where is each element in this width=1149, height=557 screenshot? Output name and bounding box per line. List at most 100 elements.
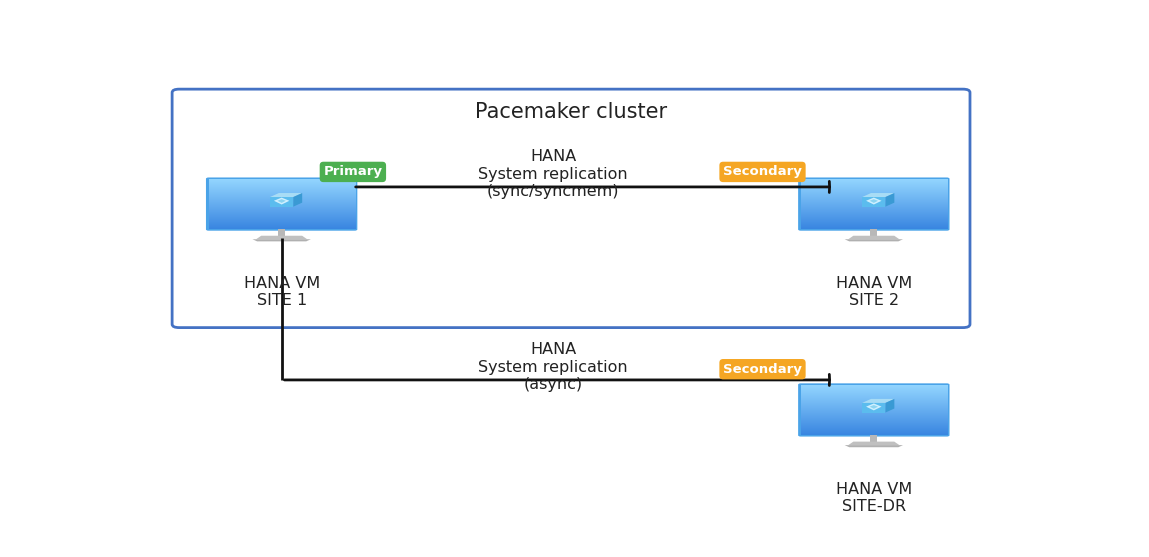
Polygon shape — [845, 445, 903, 447]
Bar — [209, 227, 355, 229]
Bar — [801, 227, 947, 229]
Bar — [209, 226, 355, 228]
Bar — [209, 226, 355, 228]
FancyBboxPatch shape — [172, 89, 970, 328]
Bar — [801, 227, 947, 229]
Bar — [801, 433, 947, 435]
Polygon shape — [293, 193, 302, 207]
Bar — [278, 229, 285, 236]
Bar — [801, 227, 947, 229]
Bar — [209, 226, 355, 228]
Polygon shape — [886, 399, 894, 413]
Bar — [801, 432, 947, 434]
Bar — [209, 226, 355, 228]
Polygon shape — [862, 197, 886, 207]
Bar — [209, 226, 355, 228]
Bar — [801, 433, 947, 435]
Text: HANA
System replication
(async): HANA System replication (async) — [478, 342, 629, 392]
Bar — [801, 226, 947, 228]
Bar — [801, 226, 947, 228]
Bar — [801, 432, 947, 434]
Bar — [209, 226, 355, 228]
Bar — [801, 226, 947, 228]
Bar — [801, 227, 947, 229]
Bar — [209, 227, 355, 229]
Bar — [801, 227, 947, 229]
Bar — [801, 432, 947, 434]
Bar — [209, 226, 355, 228]
Bar — [801, 226, 947, 228]
Bar — [801, 226, 947, 228]
Bar — [801, 227, 947, 229]
Bar — [801, 227, 947, 228]
Bar — [209, 226, 355, 228]
Bar — [801, 432, 947, 434]
Bar — [801, 432, 947, 434]
Bar — [801, 227, 947, 229]
Bar — [801, 433, 947, 434]
Bar — [209, 227, 355, 229]
Polygon shape — [848, 442, 900, 445]
Bar — [801, 227, 947, 229]
Bar — [801, 226, 947, 228]
Polygon shape — [848, 236, 900, 240]
Bar — [209, 227, 355, 229]
Bar — [209, 226, 355, 228]
Polygon shape — [256, 236, 307, 240]
Bar — [801, 432, 947, 434]
Polygon shape — [845, 240, 903, 241]
Text: Primary: Primary — [323, 165, 383, 178]
Polygon shape — [862, 403, 886, 413]
Text: HANA VM
SITE-DR: HANA VM SITE-DR — [835, 482, 912, 514]
Bar — [801, 227, 947, 229]
Polygon shape — [866, 198, 881, 204]
Bar — [801, 432, 947, 434]
Bar — [801, 227, 947, 229]
Bar — [801, 432, 947, 434]
Bar — [209, 227, 355, 228]
Bar — [801, 433, 947, 435]
Bar — [801, 227, 947, 228]
Bar — [209, 227, 355, 229]
Bar — [209, 227, 355, 229]
Bar — [209, 227, 355, 229]
Bar — [801, 432, 947, 434]
FancyBboxPatch shape — [799, 178, 949, 231]
Bar — [870, 435, 878, 442]
Bar — [801, 226, 947, 228]
Polygon shape — [278, 199, 286, 203]
Bar — [801, 433, 947, 435]
Bar — [209, 226, 355, 228]
Polygon shape — [253, 240, 311, 241]
Polygon shape — [886, 193, 894, 207]
Bar — [209, 227, 355, 229]
Text: HANA VM
SITE 2: HANA VM SITE 2 — [835, 276, 912, 308]
Bar — [801, 227, 947, 229]
Polygon shape — [866, 403, 881, 411]
Bar — [801, 226, 947, 228]
Bar — [801, 433, 947, 435]
Bar — [801, 432, 947, 434]
Bar — [209, 227, 355, 229]
Bar — [801, 432, 947, 434]
Bar — [801, 433, 947, 435]
Bar — [870, 229, 878, 236]
Polygon shape — [270, 193, 302, 197]
Text: HANA VM
SITE 1: HANA VM SITE 1 — [244, 276, 319, 308]
Bar — [801, 432, 947, 434]
Bar — [801, 226, 947, 228]
Bar — [209, 226, 355, 228]
Polygon shape — [870, 405, 878, 409]
Bar — [209, 227, 355, 228]
Bar — [209, 227, 355, 229]
Bar — [801, 433, 947, 434]
Bar — [801, 227, 947, 229]
Bar — [209, 227, 355, 229]
FancyBboxPatch shape — [799, 383, 949, 437]
Text: Secondary: Secondary — [723, 363, 802, 376]
Bar — [801, 227, 947, 229]
Text: Secondary: Secondary — [723, 165, 802, 178]
Bar — [801, 227, 947, 229]
FancyBboxPatch shape — [206, 178, 357, 231]
Bar — [801, 432, 947, 434]
